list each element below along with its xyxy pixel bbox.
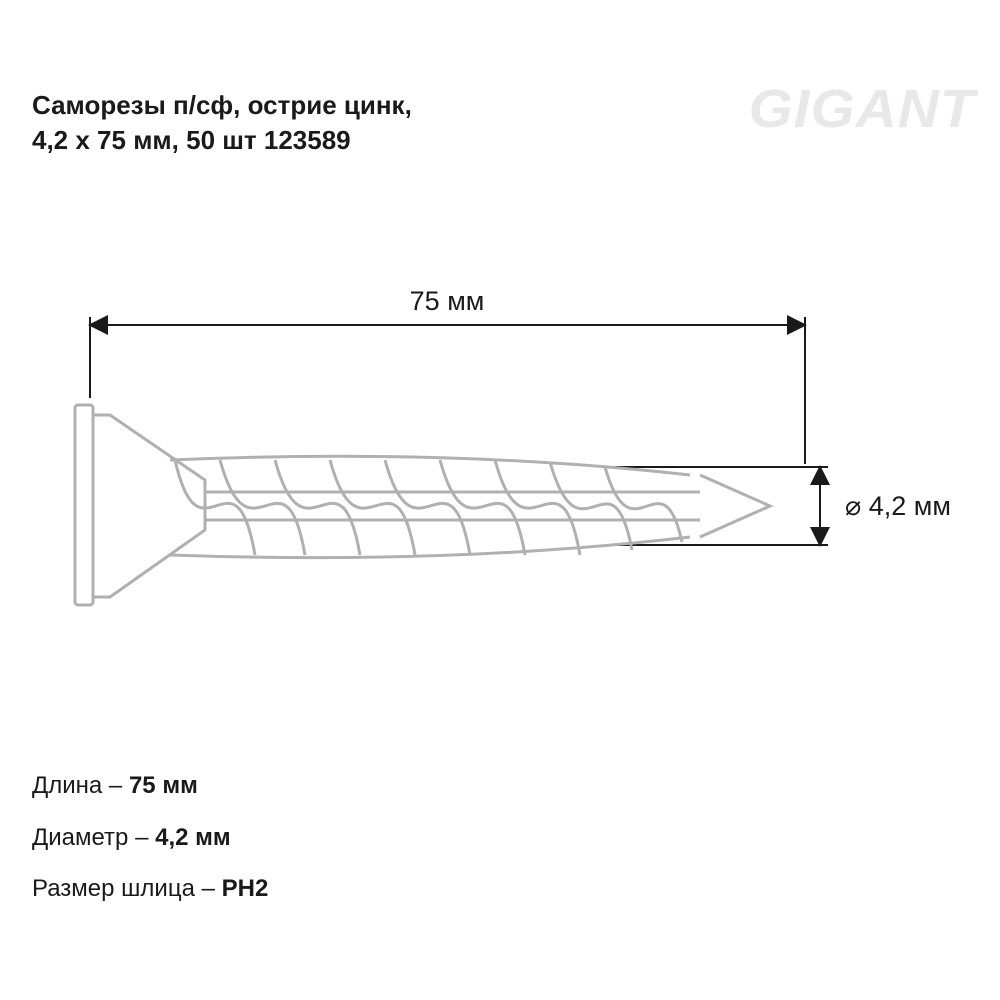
brand-logo: GIGANT: [749, 78, 976, 140]
spec-diameter-label: Диаметр –: [32, 824, 155, 851]
spec-drive-label: Размер шлица –: [32, 875, 222, 902]
length-dim-label: 75 мм: [410, 286, 485, 316]
spec-drive-value: PH2: [222, 875, 269, 902]
spec-length-label: Длина –: [32, 772, 129, 799]
product-title: Саморезы п/сф, острие цинк, 4,2 х 75 мм,…: [32, 88, 412, 158]
diameter-dimension: ⌀ 4,2 мм: [610, 467, 950, 545]
spec-diameter-value: 4,2 мм: [155, 824, 231, 851]
title-line-1: Саморезы п/сф, острие цинк,: [32, 90, 412, 120]
diameter-dim-label: ⌀ 4,2 мм: [845, 491, 950, 521]
spec-list: Длина – 75 мм Диаметр – 4,2 мм Размер шл…: [32, 760, 268, 915]
spec-diameter: Диаметр – 4,2 мм: [32, 812, 268, 864]
spec-length-value: 75 мм: [129, 772, 198, 799]
screw-svg: 75 мм ⌀ 4,2 мм: [50, 270, 950, 650]
screw-diagram: 75 мм ⌀ 4,2 мм: [50, 270, 950, 650]
length-dimension: 75 мм: [90, 286, 805, 464]
spec-length: Длина – 75 мм: [32, 760, 268, 812]
screw-outline: [75, 405, 770, 605]
title-line-2: 4,2 х 75 мм, 50 шт 123589: [32, 125, 351, 155]
spec-drive: Размер шлица – PH2: [32, 863, 268, 915]
